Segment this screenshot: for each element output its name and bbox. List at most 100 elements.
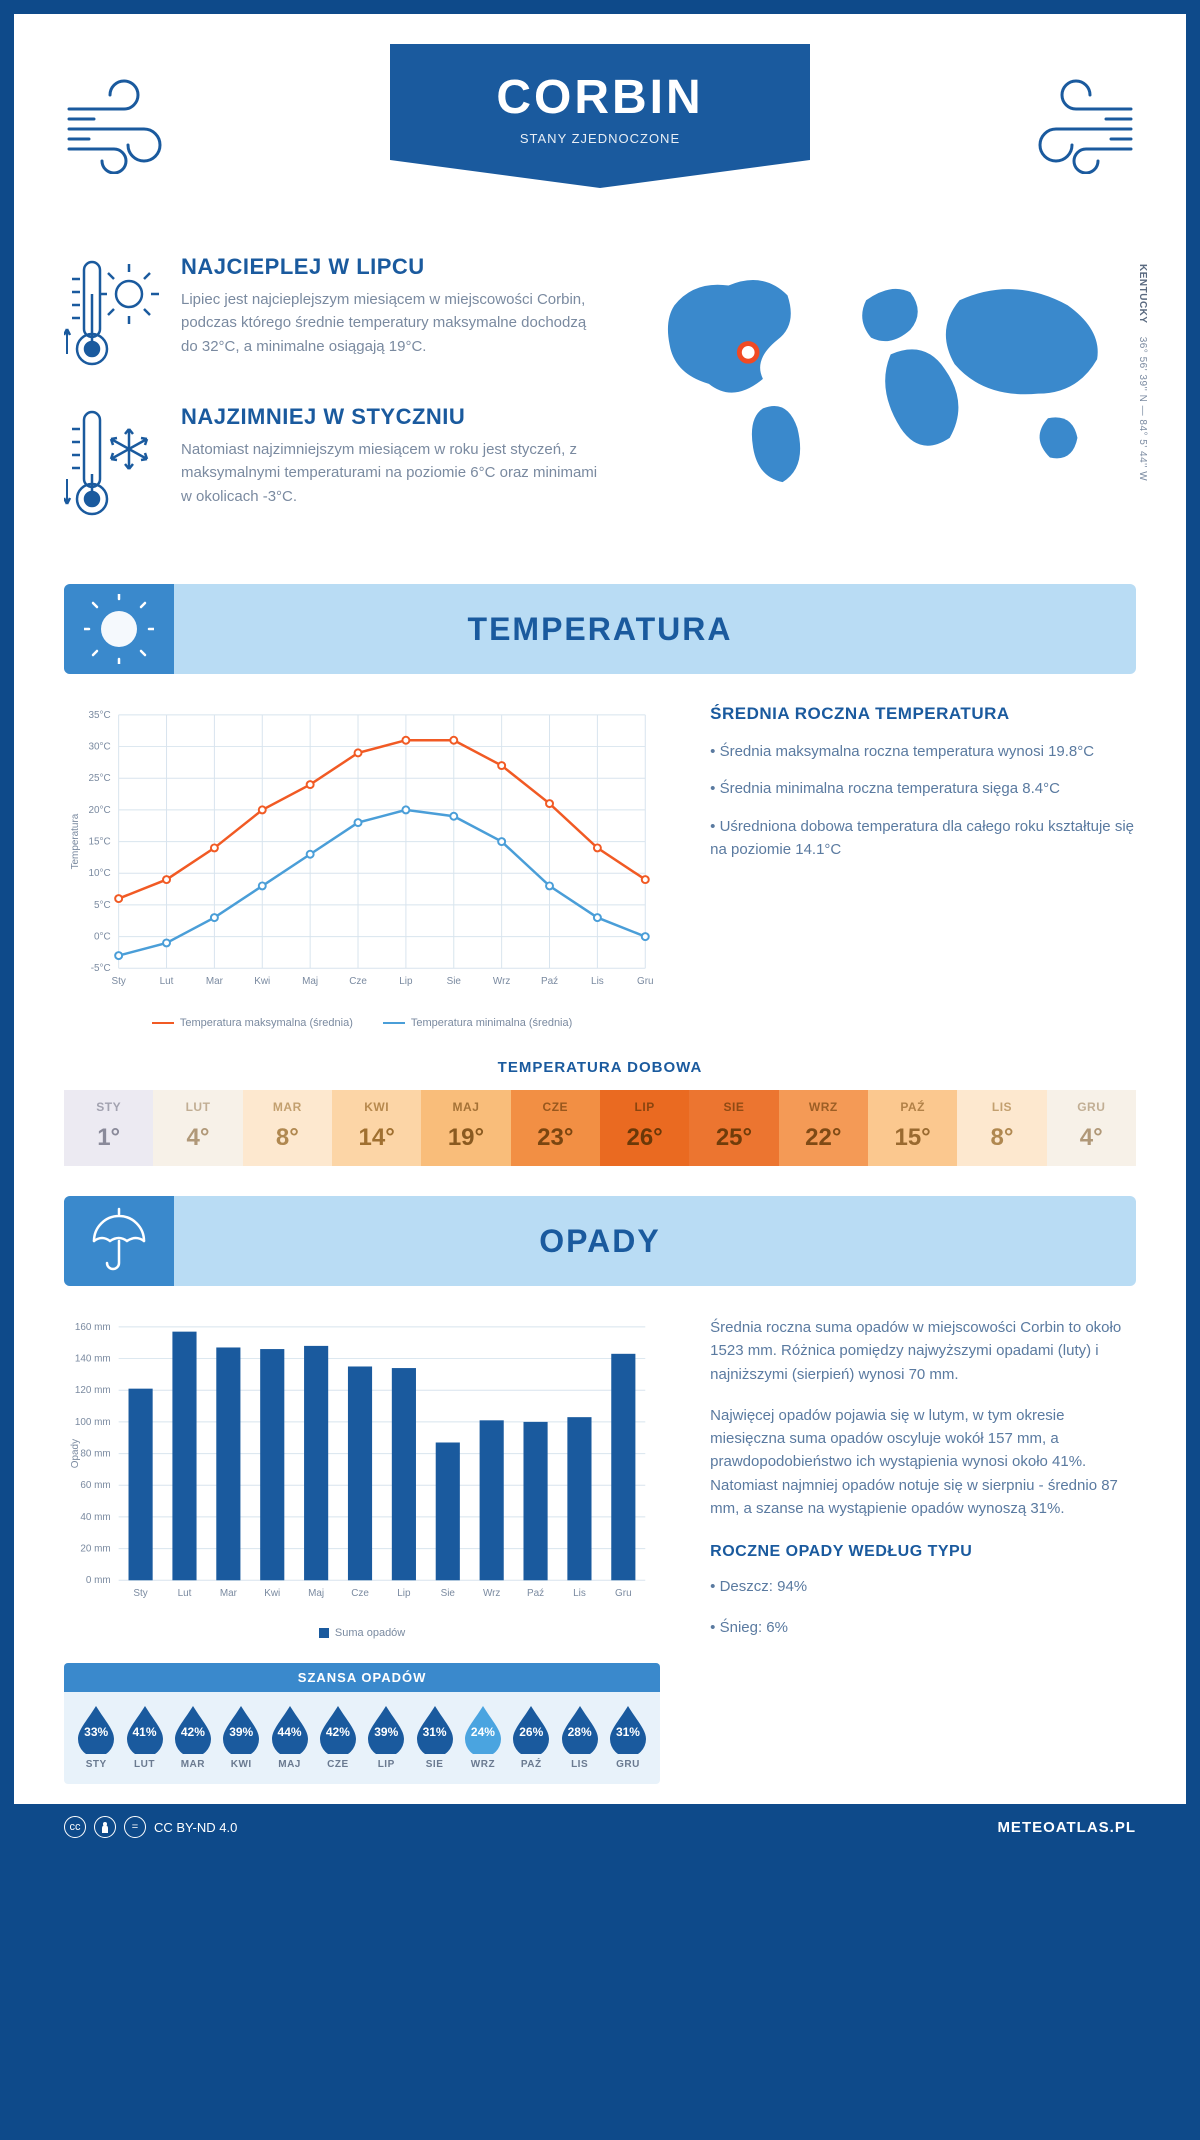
header: CORBIN STANY ZJEDNOCZONE xyxy=(64,44,1136,244)
daily-temp-title: TEMPERATURA DOBOWA xyxy=(64,1059,1136,1076)
daily-cell: MAR8° xyxy=(243,1090,332,1166)
svg-text:15°C: 15°C xyxy=(89,837,111,848)
umbrella-icon xyxy=(84,1206,154,1276)
temperature-banner: TEMPERATURA xyxy=(64,584,1136,674)
svg-text:25°C: 25°C xyxy=(89,773,111,784)
daily-temp-strip: STY1°LUT4°MAR8°KWI14°MAJ19°CZE23°LIP26°S… xyxy=(64,1090,1136,1166)
svg-text:40 mm: 40 mm xyxy=(80,1512,110,1523)
title-banner: CORBIN STANY ZJEDNOCZONE xyxy=(390,44,810,188)
by-icon xyxy=(94,1816,116,1838)
chance-drop: 39%LIP xyxy=(362,1704,410,1770)
svg-text:Opady: Opady xyxy=(70,1439,81,1468)
svg-text:Paź: Paź xyxy=(541,976,558,987)
daily-cell: LIS8° xyxy=(957,1090,1046,1166)
svg-text:Lis: Lis xyxy=(573,1588,586,1599)
chance-drop: 42%MAR xyxy=(169,1704,217,1770)
svg-text:100 mm: 100 mm xyxy=(75,1417,111,1428)
site-name: METEOATLAS.PL xyxy=(997,1819,1136,1836)
chance-drop: 39%KWI xyxy=(217,1704,265,1770)
license: cc = CC BY-ND 4.0 xyxy=(64,1816,237,1838)
fact-hot-title: NAJCIEPLEJ W LIPCU xyxy=(181,254,605,280)
fact-cold-text: Natomiast najzimniejszym miesiącem w rok… xyxy=(181,438,605,508)
chance-drop: 31%SIE xyxy=(410,1704,458,1770)
nd-icon: = xyxy=(124,1816,146,1838)
world-map xyxy=(645,254,1136,494)
svg-text:20 mm: 20 mm xyxy=(80,1544,110,1555)
section-title-precip: OPADY xyxy=(539,1223,660,1260)
svg-text:Cze: Cze xyxy=(351,1588,369,1599)
svg-text:20°C: 20°C xyxy=(89,805,111,816)
chance-box: SZANSA OPADÓW 33%STY41%LUT42%MAR39%KWI44… xyxy=(64,1663,660,1784)
svg-text:0°C: 0°C xyxy=(94,932,111,943)
chance-drop: 33%STY xyxy=(72,1704,120,1770)
svg-text:Sie: Sie xyxy=(447,976,462,987)
coordinates: KENTUCKY 36° 56' 39'' N — 84° 5' 44'' W xyxy=(1137,264,1148,481)
temp-bullet: • Średnia minimalna roczna temperatura s… xyxy=(710,777,1136,800)
svg-text:Temperatura: Temperatura xyxy=(70,813,81,869)
fact-hot-text: Lipiec jest najcieplejszym miesiącem w m… xyxy=(181,288,605,358)
svg-text:Mar: Mar xyxy=(206,976,224,987)
svg-text:Lut: Lut xyxy=(178,1588,192,1599)
daily-cell: CZE23° xyxy=(511,1090,600,1166)
svg-text:160 mm: 160 mm xyxy=(75,1322,111,1333)
svg-text:80 mm: 80 mm xyxy=(80,1449,110,1460)
precip-banner: OPADY xyxy=(64,1196,1136,1286)
svg-text:Gru: Gru xyxy=(637,976,654,987)
daily-cell: LUT4° xyxy=(153,1090,242,1166)
precip-chart: 0 mm 20 mm 40 mm 60 mm 80 mm 100 mm 120 mm 140 … xyxy=(64,1316,660,1784)
svg-text:Cze: Cze xyxy=(349,976,367,987)
chance-drop: 31%GRU xyxy=(604,1704,652,1770)
temp-bullet: • Uśredniona dobowa temperatura dla całe… xyxy=(710,815,1136,862)
cc-icon: cc xyxy=(64,1816,86,1838)
temp-bullet: • Średnia maksymalna roczna temperatura … xyxy=(710,740,1136,763)
svg-text:Paź: Paź xyxy=(527,1588,544,1599)
svg-text:10°C: 10°C xyxy=(89,868,111,879)
thermometer-sun-icon xyxy=(64,254,159,374)
daily-cell: KWI14° xyxy=(332,1090,421,1166)
daily-cell: SIE25° xyxy=(689,1090,778,1166)
svg-text:Lis: Lis xyxy=(591,976,604,987)
thermometer-snow-icon xyxy=(64,404,159,524)
svg-text:Wrz: Wrz xyxy=(483,1588,500,1599)
svg-text:Kwi: Kwi xyxy=(254,976,270,987)
fact-coldest: NAJZIMNIEJ W STYCZNIU Natomiast najzimni… xyxy=(64,404,605,524)
svg-text:120 mm: 120 mm xyxy=(75,1385,111,1396)
temp-legend: Temperatura maksymalna (średnia) Tempera… xyxy=(64,1017,660,1029)
daily-cell: PAŹ15° xyxy=(868,1090,957,1166)
chance-drop: 28%LIS xyxy=(555,1704,603,1770)
svg-text:30°C: 30°C xyxy=(89,742,111,753)
svg-text:Sie: Sie xyxy=(441,1588,456,1599)
daily-cell: LIP26° xyxy=(600,1090,689,1166)
chance-drop: 24%WRZ xyxy=(459,1704,507,1770)
svg-text:140 mm: 140 mm xyxy=(75,1354,111,1365)
fact-hottest: NAJCIEPLEJ W LIPCU Lipiec jest najcieple… xyxy=(64,254,605,374)
daily-cell: WRZ22° xyxy=(779,1090,868,1166)
chance-drop: 44%MAJ xyxy=(265,1704,313,1770)
svg-text:Gru: Gru xyxy=(615,1588,632,1599)
svg-text:Maj: Maj xyxy=(302,976,318,987)
precip-legend: Suma opadów xyxy=(64,1627,660,1639)
svg-text:Lut: Lut xyxy=(160,976,174,987)
svg-text:Maj: Maj xyxy=(308,1588,324,1599)
chance-drop: 41%LUT xyxy=(120,1704,168,1770)
svg-text:Wrz: Wrz xyxy=(493,976,510,987)
svg-text:0 mm: 0 mm xyxy=(86,1575,111,1586)
svg-text:Kwi: Kwi xyxy=(264,1588,280,1599)
svg-text:60 mm: 60 mm xyxy=(80,1480,110,1491)
fact-cold-title: NAJZIMNIEJ W STYCZNIU xyxy=(181,404,605,430)
sun-icon xyxy=(84,594,154,664)
svg-text:35°C: 35°C xyxy=(89,710,111,721)
temperature-chart: -5°C0°C5°C10°C15°C20°C25°C30°C35°CStyLut… xyxy=(64,704,660,1029)
city-name: CORBIN xyxy=(390,70,810,125)
svg-text:Sty: Sty xyxy=(133,1588,147,1599)
location-marker xyxy=(739,344,757,362)
page: CORBIN STANY ZJEDNOCZONE xyxy=(0,0,1200,1864)
wind-icon-right xyxy=(1006,74,1136,174)
svg-text:Lip: Lip xyxy=(397,1588,411,1599)
svg-text:-5°C: -5°C xyxy=(91,963,111,974)
precip-summary: Średnia roczna suma opadów w miejscowośc… xyxy=(710,1316,1136,1784)
chance-drop: 42%CZE xyxy=(314,1704,362,1770)
svg-text:Lip: Lip xyxy=(399,976,413,987)
svg-text:Mar: Mar xyxy=(220,1588,238,1599)
daily-cell: GRU4° xyxy=(1047,1090,1136,1166)
